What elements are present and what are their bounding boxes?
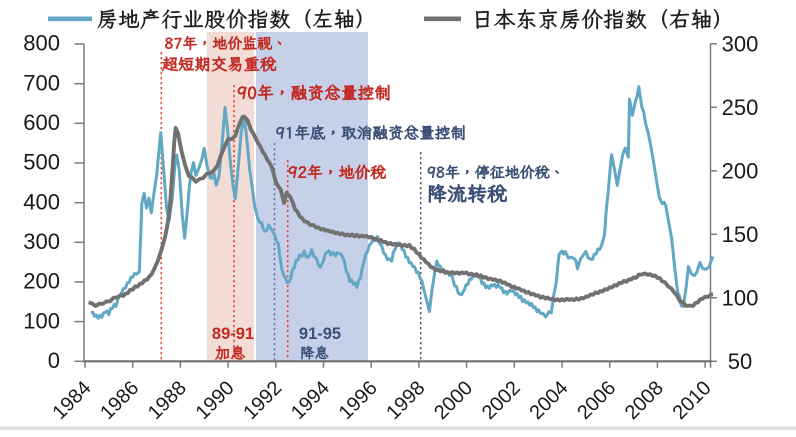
svg-text:500: 500 (23, 150, 60, 175)
svg-text:700: 700 (23, 70, 60, 95)
svg-text:150: 150 (722, 222, 759, 247)
svg-text:0: 0 (48, 348, 60, 373)
svg-text:600: 600 (23, 110, 60, 135)
svg-text:89-91: 89-91 (212, 325, 254, 343)
svg-text:250: 250 (722, 95, 759, 120)
svg-text:800: 800 (23, 31, 60, 56)
svg-text:100: 100 (722, 286, 759, 311)
svg-text:100: 100 (23, 308, 60, 333)
svg-text:200: 200 (23, 269, 60, 294)
svg-text:91-95: 91-95 (299, 325, 341, 343)
svg-text:50: 50 (728, 349, 752, 374)
svg-text:200: 200 (722, 159, 759, 184)
svg-text:300: 300 (722, 32, 759, 57)
svg-text:300: 300 (23, 229, 60, 254)
svg-text:400: 400 (23, 189, 60, 214)
